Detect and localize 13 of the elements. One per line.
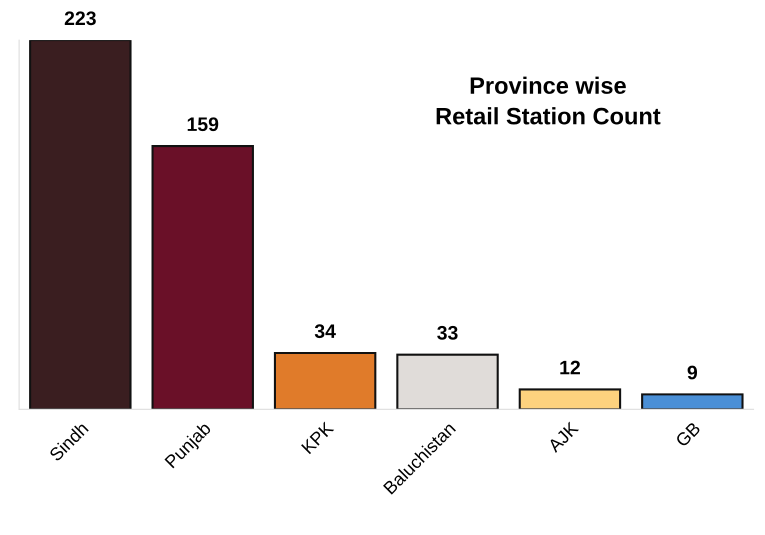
- bar: [518, 388, 622, 410]
- data-label: 159: [188, 117, 218, 132]
- bar: [151, 145, 254, 410]
- data-label: 34: [314, 324, 336, 338]
- data-label: 33: [437, 326, 458, 340]
- bar: [29, 40, 132, 410]
- x-tick-label: GB: [674, 421, 702, 448]
- text: Province wise Retail Station Count: [436, 76, 660, 124]
- data-label: 223: [64, 11, 96, 26]
- data-label: 12: [560, 360, 580, 374]
- bar: [274, 352, 376, 410]
- data-label: 9: [688, 366, 698, 380]
- bar: [641, 393, 744, 410]
